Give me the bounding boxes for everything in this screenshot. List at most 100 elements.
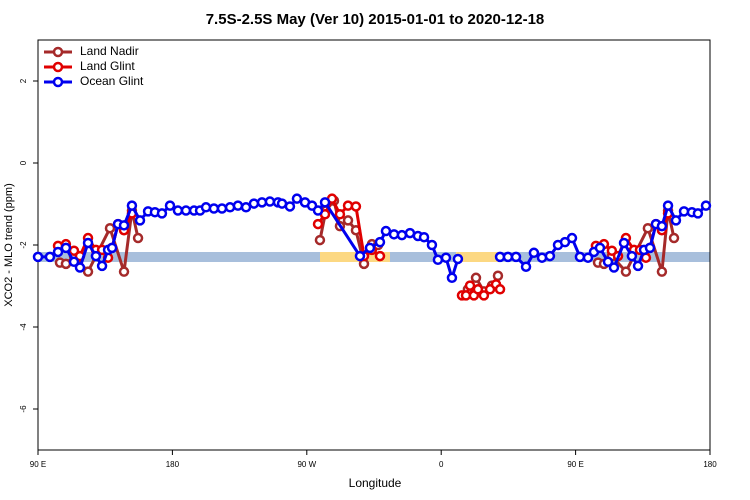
data-point (566, 232, 578, 244)
data-point (350, 201, 362, 212)
data-point (606, 245, 618, 256)
x-tick-label: 180 (166, 460, 180, 469)
data-point (240, 202, 252, 213)
data-point (502, 251, 514, 263)
data-point (418, 231, 430, 243)
data-point (642, 222, 654, 234)
data-point (106, 242, 118, 254)
data-point (44, 251, 56, 263)
data-point (602, 256, 614, 268)
data-point (520, 261, 532, 272)
data-point (446, 272, 458, 284)
y-tick-label: -4 (19, 323, 28, 331)
data-point (291, 193, 303, 204)
data-point (432, 254, 444, 266)
data-point (670, 215, 682, 226)
data-point (582, 252, 594, 263)
data-point (82, 237, 94, 249)
data-point (52, 246, 64, 258)
data-point (334, 209, 346, 220)
data-point (200, 202, 212, 213)
data-point (354, 250, 366, 262)
data-point (342, 215, 354, 226)
data-point (620, 266, 632, 277)
data-point (380, 225, 392, 237)
legend-label: Ocean Glint (80, 74, 144, 88)
data-point (60, 242, 72, 254)
legend-label: Land Nadir (80, 44, 139, 58)
data-point (374, 250, 386, 262)
data-point (440, 252, 452, 263)
data-point (208, 203, 220, 214)
data-point (172, 205, 184, 216)
y-tick-label: 2 (19, 78, 28, 83)
x-tick-label: 90 E (567, 460, 583, 469)
y-tick-label: -6 (19, 405, 28, 413)
data-point (312, 205, 324, 216)
data-point (32, 251, 44, 263)
data-point (82, 266, 94, 277)
data-point (618, 237, 630, 249)
land-band (456, 252, 500, 262)
legend-marker (52, 61, 64, 73)
data-point (74, 262, 86, 273)
data-point (478, 290, 490, 301)
data-point (544, 250, 556, 262)
data-point (319, 197, 331, 208)
data-point (374, 236, 386, 248)
y-tick-label: 0 (19, 160, 28, 165)
x-tick-label: 0 (439, 460, 444, 469)
data-point (312, 218, 324, 230)
data-point (284, 201, 296, 212)
data-point (594, 242, 606, 254)
data-point (608, 262, 620, 273)
data-point (264, 196, 276, 207)
data-point (134, 215, 146, 226)
legend-label: Land Glint (80, 59, 135, 73)
data-point (60, 258, 72, 270)
data-point (216, 203, 228, 214)
x-tick-label: 90 E (30, 460, 46, 469)
data-point (118, 266, 130, 277)
data-point (472, 284, 484, 295)
data-point (492, 270, 504, 281)
x-tick-label: 90 W (297, 460, 316, 469)
data-point (68, 256, 80, 268)
y-tick-label: -2 (19, 241, 28, 249)
data-point (426, 239, 438, 251)
data-point (632, 260, 644, 272)
data-point (574, 251, 586, 263)
legend-marker (52, 46, 64, 58)
data-point (164, 200, 176, 211)
x-axis-label: Longitude (349, 476, 402, 490)
data-point (104, 222, 116, 234)
data-point (656, 266, 668, 277)
data-point (528, 247, 540, 259)
data-point (692, 208, 704, 219)
data-point (470, 272, 482, 284)
data-point (118, 220, 130, 231)
data-point (180, 205, 192, 216)
data-point (248, 198, 260, 209)
legend-marker (52, 76, 64, 88)
data-point (156, 208, 168, 219)
data-point (314, 234, 326, 246)
data-point (364, 242, 376, 254)
data-point (452, 253, 464, 265)
data-point (396, 229, 408, 241)
data-point (662, 200, 674, 211)
data-point (90, 250, 102, 262)
chart-title: 7.5S-2.5S May (Ver 10) 2015-01-01 to 202… (206, 11, 545, 28)
data-point (668, 232, 680, 244)
data-point (126, 200, 138, 211)
data-point (232, 200, 244, 211)
data-point (96, 260, 108, 272)
data-point (510, 251, 522, 263)
y-axis-label: XCO2 - MLO trend (ppm) (3, 183, 15, 306)
data-point (132, 232, 144, 244)
x-tick-label: 180 (703, 460, 717, 469)
data-point (464, 280, 476, 291)
data-point (700, 200, 712, 211)
data-point (644, 242, 656, 254)
